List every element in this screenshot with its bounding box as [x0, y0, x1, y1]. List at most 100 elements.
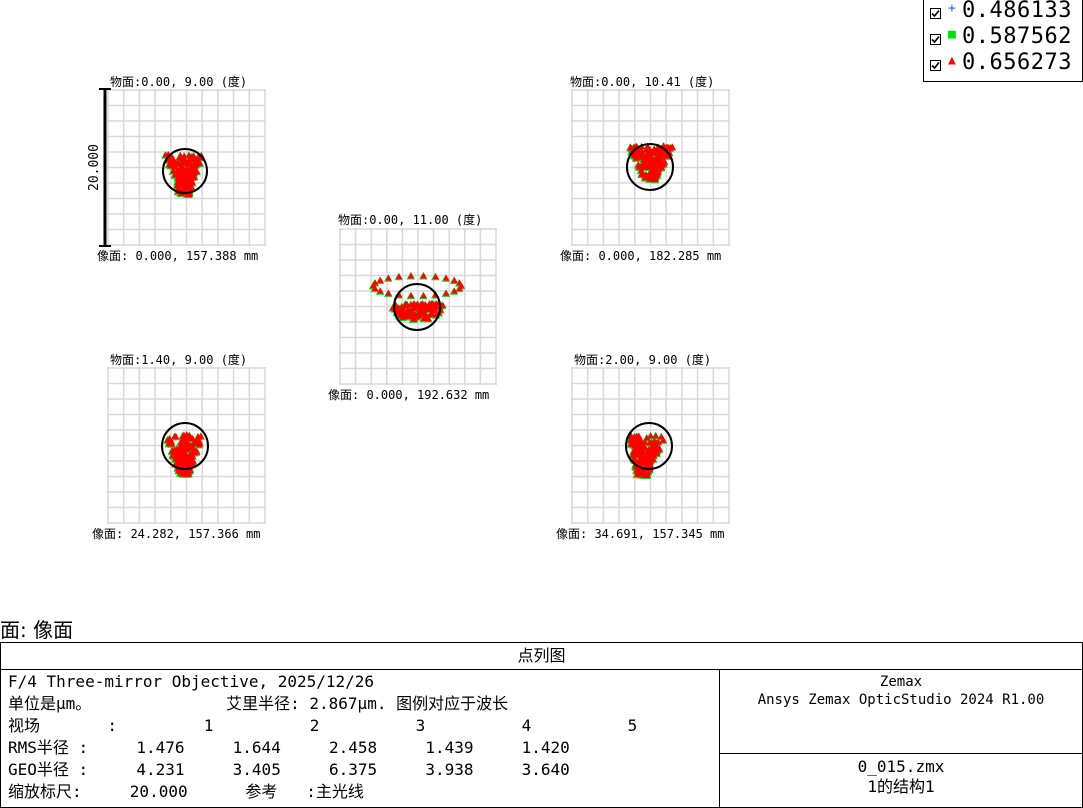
spot-marker	[653, 159, 661, 166]
object-field-label: 物面:0.00, 9.00 (度)	[110, 75, 248, 89]
spot-marker	[634, 148, 641, 155]
spot-marker	[412, 303, 420, 310]
spot-marker	[432, 273, 439, 280]
spot-marker	[183, 187, 191, 194]
spot-marker	[645, 161, 653, 167]
spot-marker	[442, 289, 450, 296]
spot-marker	[182, 182, 190, 189]
spot-marker	[660, 436, 667, 443]
spot-marker	[420, 315, 428, 322]
spot-marker	[183, 160, 191, 167]
info-box: 点列图 F/4 Three-mirror Objective, 2025/12/…	[0, 642, 1083, 808]
info-line-rms: RMS半径 : 1.476 1.644 2.458 1.439 1.420	[8, 738, 570, 757]
spot-marker	[395, 273, 403, 280]
spot-marker	[635, 153, 643, 160]
spot-marker	[177, 158, 185, 165]
spot-marker	[407, 292, 415, 299]
spot-marker	[653, 156, 660, 163]
spot-marker	[653, 145, 661, 152]
spot-marker	[658, 164, 666, 171]
product-name: Ansys Zemax OpticStudio 2024 R1.00	[757, 692, 1045, 708]
spot-marker	[456, 285, 463, 292]
spot-marker	[644, 449, 651, 456]
spot-marker	[657, 145, 665, 152]
legend-marker-icon: +	[948, 1, 956, 16]
spot-marker	[451, 276, 458, 283]
object-field-label: 物面:2.00, 9.00 (度)	[574, 353, 712, 367]
spot-plot-4	[107, 367, 266, 524]
spot-marker	[442, 274, 450, 281]
spot-marker	[640, 152, 648, 159]
spot-marker	[377, 287, 384, 294]
spot-marker	[637, 147, 645, 154]
checkbox-icon[interactable]	[930, 8, 941, 19]
spot-marker	[197, 432, 205, 439]
spot-marker	[187, 458, 195, 464]
spot-marker	[186, 184, 194, 191]
spot-marker	[178, 179, 185, 186]
legend-marker-icon: ▲	[948, 53, 956, 68]
spot-marker	[637, 163, 645, 170]
image-plane-label: 像面: 0.000, 157.388 mm	[97, 249, 259, 263]
spot-plot-1	[107, 89, 266, 246]
spot-marker	[181, 433, 188, 440]
spot-marker	[193, 436, 201, 443]
legend-wavelength: 0.656273	[962, 50, 1072, 75]
spot-plot-5	[571, 367, 730, 524]
checkbox-icon[interactable]	[930, 60, 941, 71]
spot-marker	[660, 160, 668, 167]
spot-marker	[456, 279, 463, 286]
spot-plot-2	[571, 89, 730, 246]
checkbox-icon[interactable]	[930, 34, 941, 45]
info-line-units: 单位是μm。 艾里半径: 2.867μm. 图例对应于波长	[8, 694, 509, 713]
spot-marker	[189, 179, 196, 186]
spot-marker	[652, 432, 660, 439]
spot-marker	[385, 274, 392, 281]
object-field-label: 物面:0.00, 10.41 (度)	[570, 75, 715, 89]
spot-marker	[650, 446, 657, 453]
file-block: 0_015.zmx 1的结构1	[720, 757, 1082, 797]
scale-bar	[99, 88, 111, 247]
spot-marker	[191, 438, 198, 445]
legend-marker-icon: ■	[948, 27, 956, 42]
spot-marker	[644, 143, 651, 150]
spot-marker	[192, 162, 200, 169]
spot-marker	[187, 174, 195, 181]
spot-marker	[193, 168, 201, 175]
spot-marker	[642, 452, 649, 459]
spot-marker	[183, 446, 191, 453]
spot-marker	[644, 149, 652, 156]
spot-marker	[169, 155, 177, 162]
legend-wavelength: 0.587562	[962, 24, 1072, 49]
info-separator	[720, 753, 1082, 754]
spot-marker	[413, 313, 420, 320]
spot-marker	[377, 276, 384, 283]
spot-marker	[177, 167, 184, 174]
spot-marker	[170, 159, 178, 166]
spot-marker	[650, 452, 658, 459]
spot-marker	[399, 308, 406, 315]
scale-bar-label: 20.000	[87, 144, 102, 191]
spot-marker	[194, 155, 201, 162]
spot-marker	[646, 170, 654, 177]
spot-marker	[177, 469, 184, 476]
spot-marker	[394, 304, 401, 311]
spot-marker	[630, 441, 637, 448]
spot-marker	[177, 439, 185, 446]
spot-marker	[648, 439, 655, 446]
spot-marker	[401, 302, 409, 309]
spot-marker	[422, 311, 430, 318]
spot-marker	[170, 448, 178, 455]
info-line-title: F/4 Three-mirror Objective, 2025/12/26	[8, 672, 375, 691]
spot-marker	[428, 309, 436, 316]
vendor-block: Zemax Ansys Zemax OpticStudio 2024 R1.00	[720, 673, 1082, 709]
spot-marker	[420, 292, 427, 299]
spot-marker	[419, 306, 427, 313]
spot-marker	[433, 303, 440, 310]
spot-marker	[636, 433, 643, 440]
info-divider	[719, 670, 720, 807]
airy-disk-circle	[393, 283, 441, 331]
object-field-label: 物面:1.40, 9.00 (度)	[110, 353, 248, 367]
spot-marker	[164, 436, 171, 443]
spot-marker	[646, 175, 654, 182]
